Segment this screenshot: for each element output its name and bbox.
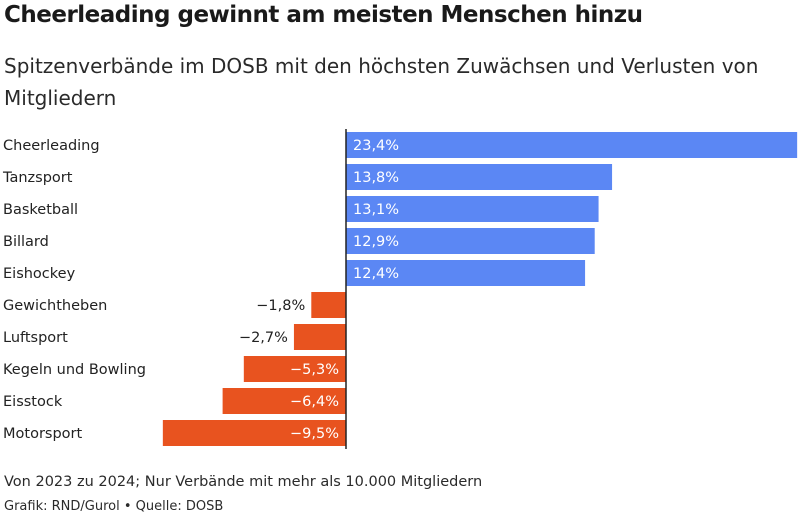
category-label: Eisstock bbox=[3, 394, 63, 410]
bar bbox=[311, 292, 346, 318]
category-label: Eishockey bbox=[3, 266, 76, 282]
value-label: 12,9% bbox=[353, 234, 399, 250]
value-label: 13,1% bbox=[353, 202, 399, 218]
value-label: 13,8% bbox=[353, 170, 399, 186]
category-label: Cheerleading bbox=[3, 138, 100, 154]
bar bbox=[222, 388, 346, 414]
category-label: Billard bbox=[3, 234, 49, 250]
category-label: Motorsport bbox=[3, 426, 82, 442]
bar bbox=[293, 324, 346, 350]
bar bbox=[346, 260, 586, 286]
bar bbox=[346, 164, 613, 190]
bar bbox=[346, 196, 599, 222]
bar-chart: Cheerleading 23,4% Tanzsport 13,8% Basketbal… bbox=[2, 129, 798, 449]
chart-title: Cheerleading gewinnt am meisten Menschen… bbox=[4, 2, 643, 28]
category-label: Tanzsport bbox=[2, 170, 73, 186]
value-label: 23,4% bbox=[353, 138, 399, 154]
chart-note: Von 2023 zu 2024; Nur Verbände mit mehr … bbox=[4, 474, 483, 490]
value-label: −2,7% bbox=[239, 330, 288, 346]
value-label: 12,4% bbox=[353, 266, 399, 282]
category-label: Luftsport bbox=[3, 330, 68, 346]
value-label: −1,8% bbox=[256, 298, 305, 314]
chart-credit: Grafik: RND/Gurol • Quelle: DOSB bbox=[4, 499, 224, 514]
category-label: Basketball bbox=[3, 202, 78, 218]
value-label: −6,4% bbox=[290, 394, 339, 410]
value-label: −9,5% bbox=[290, 426, 339, 442]
bar bbox=[346, 132, 798, 158]
category-label: Gewichtheben bbox=[3, 298, 107, 314]
bar bbox=[162, 420, 346, 446]
bar bbox=[243, 356, 346, 382]
value-label: −5,3% bbox=[290, 362, 339, 378]
category-label: Kegeln und Bowling bbox=[3, 362, 146, 378]
bar bbox=[346, 228, 595, 254]
chart-subtitle: Spitzenverbände im DOSB mit den höchsten… bbox=[4, 54, 759, 110]
